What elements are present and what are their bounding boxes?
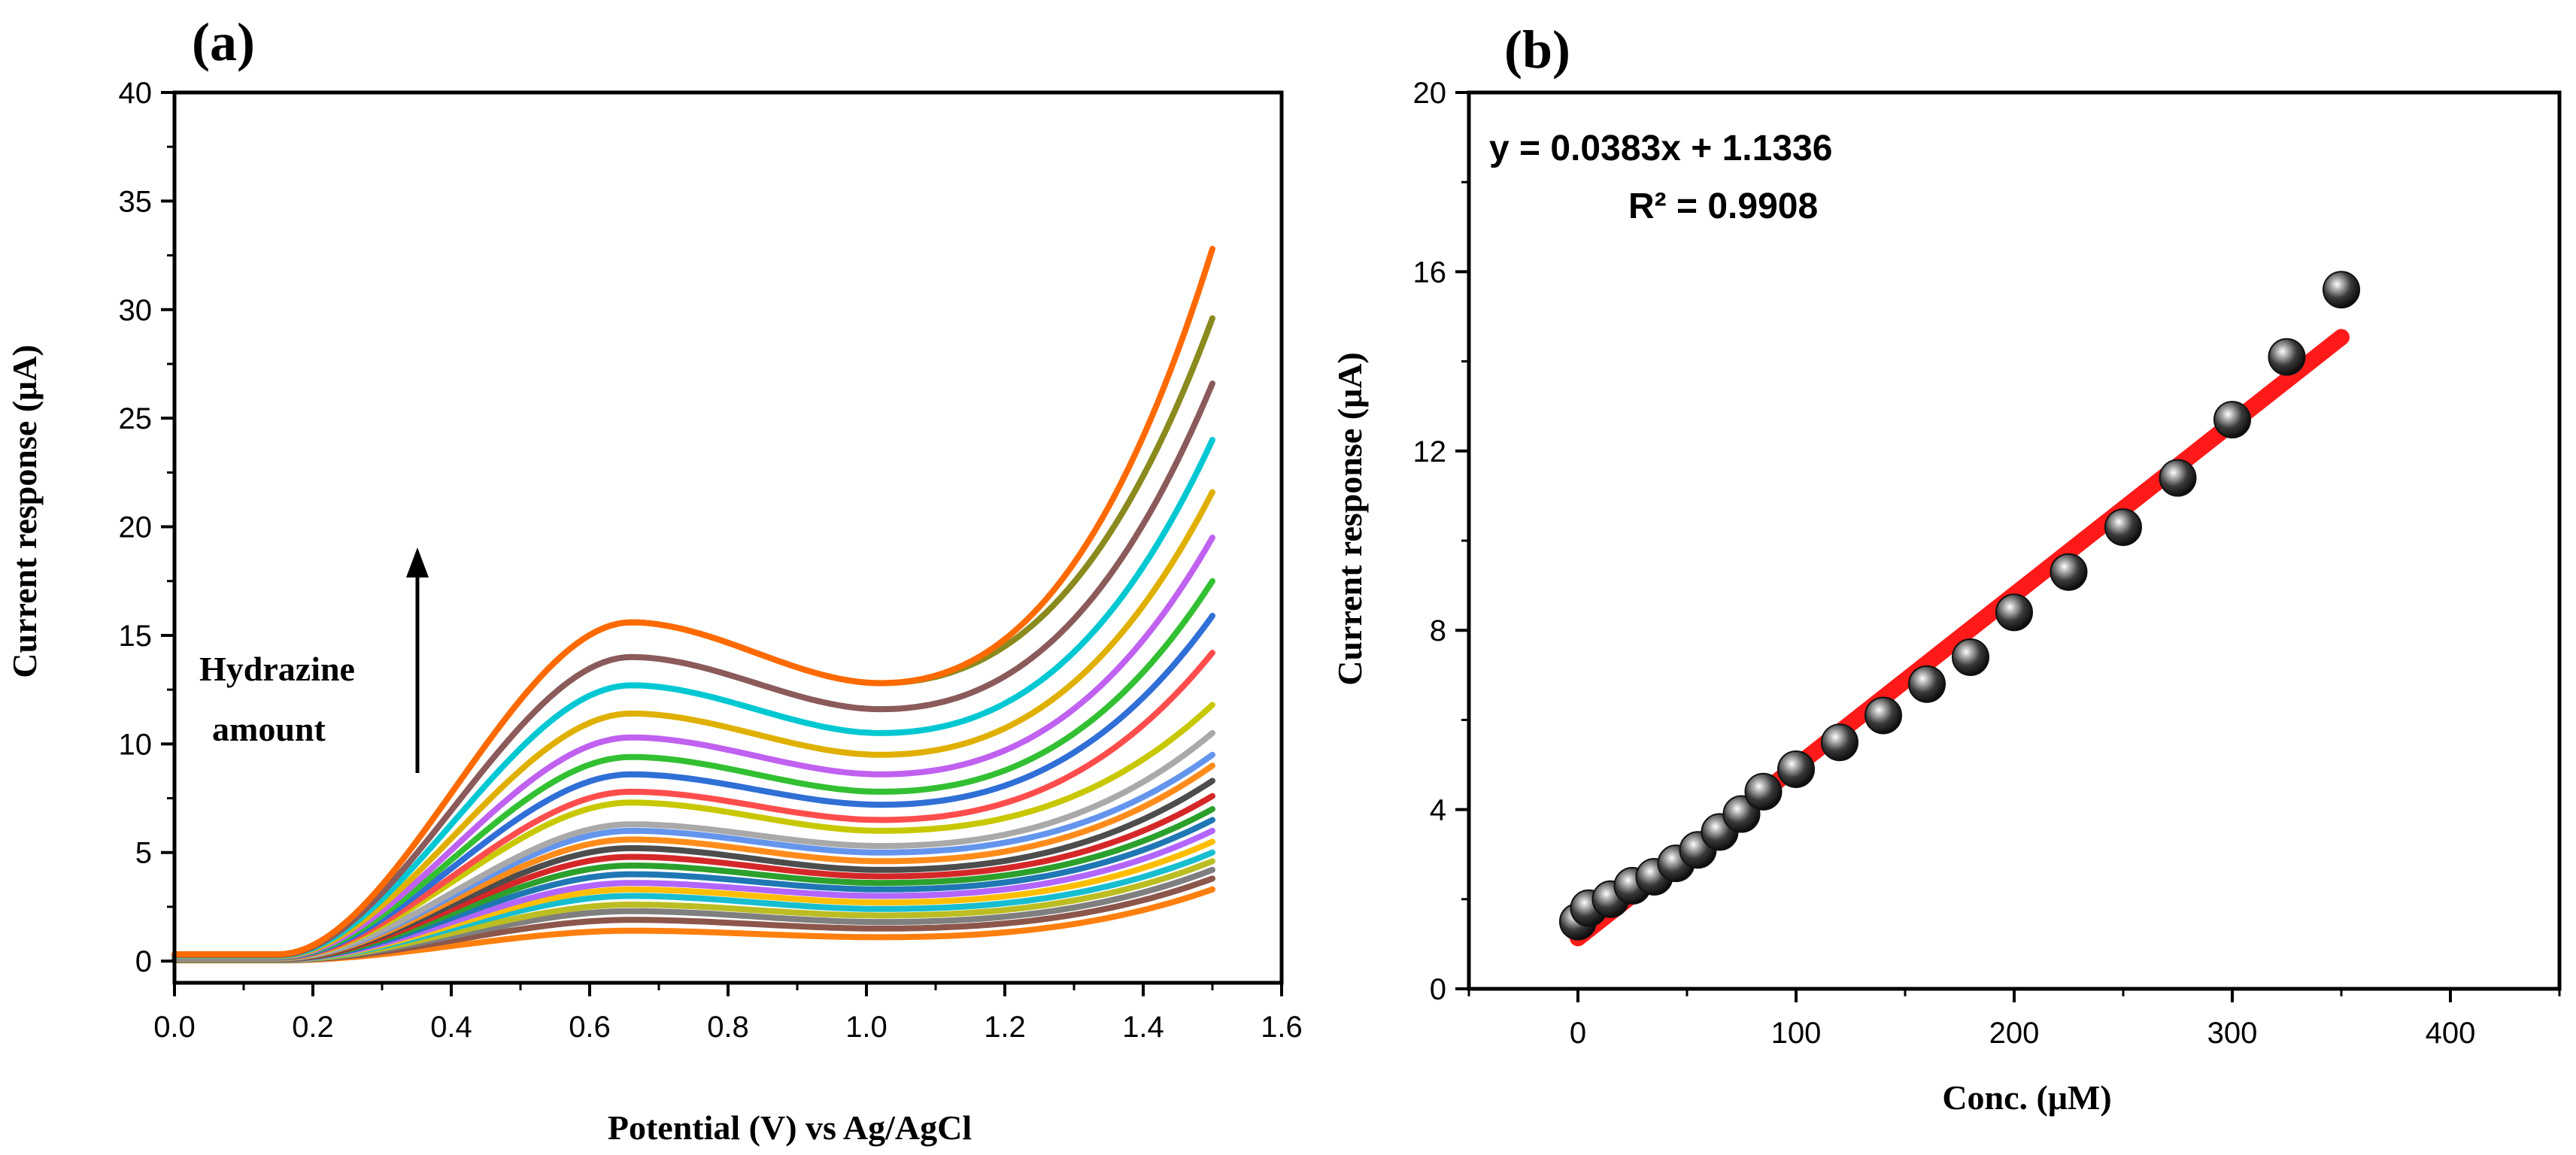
chart-a-x-tick-label: 0.2: [292, 1011, 334, 1044]
data-point: [1908, 665, 1946, 703]
data-point: [2268, 338, 2306, 376]
chart-a-x-tick-label: 0.6: [569, 1011, 611, 1044]
chart-b-y-tick-label: 0: [1430, 973, 1446, 1006]
data-point: [2050, 553, 2088, 591]
data-point: [1952, 638, 1989, 676]
chart-a-x-axis-title: Potential (V) vs Ag/AgCl: [608, 1108, 972, 1147]
chart-b-y-tick-label: 16: [1413, 256, 1447, 289]
chart-a-x-tick-label: 1.6: [1261, 1011, 1303, 1044]
chart-a-ticks: 0.0 0.2 0.4 0.6 0.8 1.0 1.2 1.4 1.6 0 5 10 15 20 25 30 3…: [119, 77, 1303, 1044]
chart-a-y-tick-label: 20: [119, 511, 153, 544]
chart-b-y-tick-label: 20: [1413, 77, 1447, 110]
chart-b-y-tick-label: 4: [1430, 794, 1446, 827]
chart-b-y-axis-title: Current response (μA): [1330, 352, 1369, 685]
hydrazine-arrow-head-icon: [406, 547, 429, 578]
data-point: [2323, 271, 2360, 309]
chart-b-x-tick-label: 100: [1771, 1017, 1822, 1050]
chart-b-x-tick-label: 0: [1570, 1017, 1586, 1050]
data-point: [2213, 401, 2251, 439]
chart-a-x-tick-label: 1.0: [845, 1011, 887, 1044]
panel-label-a: (a): [192, 12, 255, 72]
chart-a-plot-frame: [172, 90, 1284, 985]
hydrazine-label-line2: amount: [212, 710, 326, 748]
chart-b-ticks: 0 100 200 300 400 0 4 8 12 16 20: [1413, 77, 2561, 1050]
chart-b-y-tick-label: 12: [1413, 435, 1447, 468]
data-point: [1821, 723, 1858, 762]
chart-b-x-axis-title: Conc. (μM): [1942, 1078, 2111, 1117]
chart-a-y-tick-label: 30: [119, 294, 153, 327]
chart-a-x-tick-label: 1.4: [1122, 1011, 1164, 1044]
chart-a-x-tick-label: 1.2: [984, 1011, 1026, 1044]
chart-a-y-axis-title: Current response (μA): [5, 344, 44, 678]
data-point: [2159, 459, 2197, 497]
chart-b-x-tick-label: 400: [2426, 1017, 2476, 1050]
chart-b-x-tick-label: 200: [1989, 1017, 2040, 1050]
data-point: [2104, 508, 2142, 547]
panel-label-b: (b): [1504, 20, 1570, 80]
chart-b-points-group: [1559, 271, 2360, 941]
data-point: [1777, 750, 1815, 788]
chart-b-x-tick-label: 300: [2207, 1017, 2258, 1050]
chart-panel-b: (b) 0 100 200 300 400 0 4 8 12 16 20 Current respo…: [1330, 20, 2562, 1117]
chart-a-series-24: [171, 245, 1215, 958]
chart-a-y-tick-label: 25: [119, 402, 153, 435]
chart-a-y-tick-label: 5: [135, 837, 152, 870]
chart-a-y-tick-label: 10: [119, 728, 153, 761]
chart-a-series-22: [171, 380, 1215, 958]
data-point: [1744, 772, 1783, 811]
chart-a-x-tick-label: 0.0: [153, 1011, 196, 1044]
regression-equation: y = 0.0383x + 1.1336: [1489, 129, 1832, 168]
chart-a-x-tick-label: 0.4: [430, 1011, 472, 1044]
chart-a-x-tick-label: 0.8: [707, 1011, 749, 1044]
regression-r-squared: R² = 0.9908: [1628, 186, 1818, 226]
chart-a-y-tick-label: 15: [119, 620, 153, 653]
chart-b-y-tick-label: 8: [1430, 614, 1446, 647]
chart-b-plot-frame: [1467, 90, 2562, 991]
chart-a-y-tick-label: 0: [135, 945, 152, 978]
hydrazine-label-line1: Hydrazine: [199, 650, 355, 688]
data-point: [1864, 696, 1902, 735]
chart-a-y-tick-label: 35: [119, 185, 153, 218]
chart-a-series-group: [171, 245, 1215, 964]
chart-a-y-tick-label: 40: [119, 77, 153, 110]
chart-panel-a: (a) 0.0 0.2 0.4 0.6 0.8 1.0 1.2 1.4 1.6 0 5 10 15 20 2…: [5, 12, 1303, 1147]
data-point: [1995, 593, 2033, 632]
